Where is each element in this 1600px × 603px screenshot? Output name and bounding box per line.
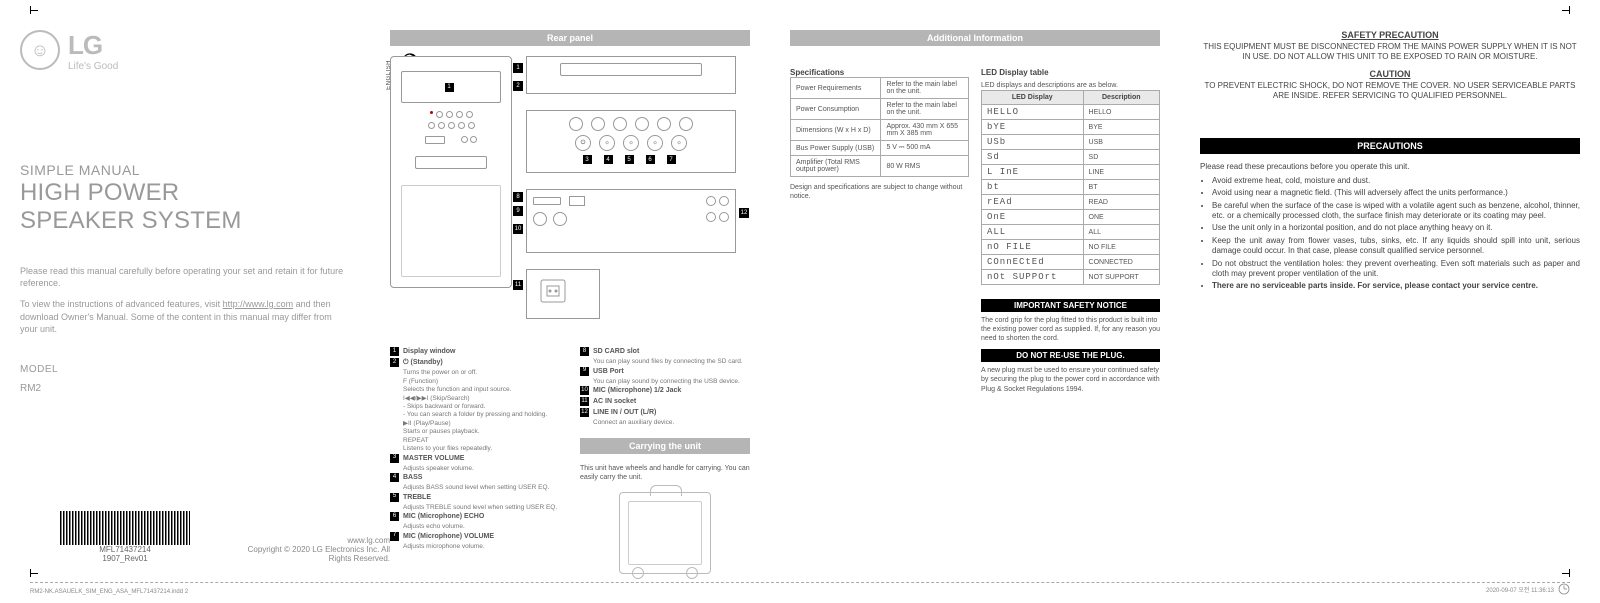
barcode-num: MFL71437214 — [60, 545, 190, 554]
list-item-bold: There are no serviceable parts inside. F… — [1212, 281, 1580, 291]
list-item: Do not obstruct the ventilation holes: t… — [1212, 259, 1580, 280]
addl-header: Additional Information — [790, 30, 1160, 46]
reuse-text: A new plug must be used to ensure your c… — [981, 366, 1160, 393]
table-row: rEAdREAD — [982, 195, 1160, 210]
table-row: COnnECtEdCONNECTED — [982, 255, 1160, 270]
table-row: nO FILENO FILE — [982, 240, 1160, 255]
spec-table: Power RequirementsRefer to the main labe… — [790, 77, 969, 177]
legend-item: 5TREBLE — [390, 493, 560, 502]
table-row: Dimensions (W x H x D)Approx. 430 mm X 6… — [791, 120, 969, 141]
title-line2: SPEAKER SYSTEM — [20, 208, 350, 234]
legend-item: 3MASTER VOLUME — [390, 454, 560, 463]
precautions-title: PRECAUTIONS — [1200, 138, 1580, 154]
legend-sub: ▶II (Play/Pause) — [403, 420, 560, 428]
legend-sub: Starts or pauses playback. — [403, 428, 560, 436]
spec-note: Design and specifications are subject to… — [790, 183, 969, 201]
legend-sub: Listens to your files repeatedly. — [403, 445, 560, 453]
legend-item: 10MIC (Microphone) 1/2 Jack — [580, 386, 750, 395]
legend-sub: Adjusts BASS sound level when setting US… — [403, 484, 560, 492]
model-label: MODEL — [20, 364, 350, 375]
legend-sub: Adjusts speaker volume. — [403, 465, 560, 473]
legend-sub: REPEAT — [403, 437, 560, 445]
legend-item: 2⏻ (Standby) — [390, 358, 560, 367]
legend-sub: Adjusts TREBLE sound level when setting … — [403, 504, 560, 512]
led-table: LED DisplayDescriptionHELLOHELLObYEBYEUS… — [981, 90, 1160, 285]
list-item: Be careful when the surface of the case … — [1212, 201, 1580, 222]
precautions-list: Please read these precautions before you… — [1200, 162, 1580, 291]
list-item: Keep the unit away from flower vases, tu… — [1212, 236, 1580, 257]
table-row: Amplifier (Total RMS output power)80 W R… — [791, 156, 969, 177]
carry-text: This unit have wheels and handle for car… — [580, 464, 750, 482]
legend-sub: Selects the function and input source. — [403, 386, 560, 394]
footer-right: 2020-09-07 오전 11:36:13 — [1486, 583, 1570, 595]
device-illustration: 1 — [390, 56, 512, 288]
legend-item: 6MIC (Microphone) ECHO — [390, 512, 560, 521]
callout-area: 1 2 ⏻ ☼ ☼ ☼ ☼ 34567 — [526, 56, 736, 335]
barcode-rev: 1907_Rev01 — [60, 554, 190, 563]
led-sub: LED displays and descriptions are as bel… — [981, 81, 1160, 90]
table-row: USbUSB — [982, 135, 1160, 150]
reuse-hdr: DO NOT RE-USE THE PLUG. — [981, 349, 1160, 362]
intro-p2: To view the instructions of advanced fea… — [20, 298, 350, 336]
rear-panel-header: Rear panel — [390, 30, 750, 46]
table-row: bYEBYE — [982, 120, 1160, 135]
legend-sub: Connect an auxiliary device. — [593, 419, 750, 427]
list-item: Use the unit only in a horizontal positi… — [1212, 223, 1580, 233]
led-title: LED Display table — [981, 64, 1160, 77]
safety-notice-hdr: IMPORTANT SAFETY NOTICE — [981, 299, 1160, 312]
table-row: ALLALL — [982, 225, 1160, 240]
legend-item: 12LINE IN / OUT (L/R) — [580, 408, 750, 417]
legend-sub: You can play sound files by connecting t… — [593, 358, 750, 366]
legend-item: 11AC IN socket — [580, 397, 750, 406]
legend-sub: Adjusts echo volume. — [403, 523, 560, 531]
table-row: SdSD — [982, 150, 1160, 165]
safety-text: THIS EQUIPMENT MUST BE DISCONNECTED FROM… — [1200, 42, 1580, 61]
table-row: Power RequirementsRefer to the main labe… — [791, 78, 969, 99]
clock-icon — [1558, 583, 1570, 595]
legend-sub: F (Function) — [403, 378, 560, 386]
title-line1: HIGH POWER — [20, 180, 350, 206]
legend-sub: - You can search a folder by pressing an… — [403, 411, 560, 419]
footer-left: RM2-NK.ASAUELK_SIM_ENG_ASA_MFL71437214.i… — [30, 589, 188, 595]
table-row: L InELINE — [982, 165, 1160, 180]
simple-label: SIMPLE MANUAL — [20, 162, 350, 178]
legend-item: 7MIC (Microphone) VOLUME — [390, 532, 560, 541]
legend-item: 1Display window — [390, 347, 560, 356]
legend-item: 8SD CARD slot — [580, 347, 750, 356]
lg-logo: ☺ LG Life's Good — [20, 30, 350, 72]
list-item: Avoid extreme heat, cold, moisture and d… — [1212, 176, 1580, 186]
legend-sub: Turns the power on or off. — [403, 369, 560, 377]
table-row: nOt SUPPOrtNOT SUPPORT — [982, 270, 1160, 285]
legend-sub: You can play sound by connecting the USB… — [593, 378, 750, 386]
table-row: Bus Power Supply (USB)5 V ⎓ 500 mA — [791, 141, 969, 156]
legend-sub: Adjusts microphone volume. — [403, 543, 560, 551]
model-value: RM2 — [20, 383, 350, 394]
safety-notice-text: The cord grip for the plug fitted to thi… — [981, 316, 1160, 343]
lg-link[interactable]: http://www.lg.com — [223, 299, 294, 309]
brand-tagline: Life's Good — [68, 61, 118, 72]
intro-p1: Please read this manual carefully before… — [20, 265, 350, 290]
legend-item: 9USB Port — [580, 367, 750, 376]
carry-header: Carrying the unit — [580, 438, 750, 454]
list-item: Avoid using near a magnetic field. (This… — [1212, 188, 1580, 198]
caution-title: CAUTION — [1200, 69, 1580, 79]
table-row: Power ConsumptionRefer to the main label… — [791, 99, 969, 120]
table-row: btBT — [982, 180, 1160, 195]
site-url: www.lg.com — [230, 536, 390, 545]
legend-item: 4BASS — [390, 473, 560, 482]
legend-left: 1Display window 2⏻ (Standby) Turns the pow… — [390, 347, 560, 574]
safety-title: SAFETY PRECAUTION — [1200, 30, 1580, 40]
carry-illustration — [619, 492, 711, 574]
table-row: OnEONE — [982, 210, 1160, 225]
caution-text: TO PREVENT ELECTRIC SHOCK, DO NOT REMOVE… — [1200, 81, 1580, 100]
legend-sub: I◀◀/▶▶I (Skip/Search) — [403, 395, 560, 403]
barcode-area: MFL71437214 1907_Rev01 — [60, 511, 190, 563]
legend-right-col: 8SD CARD slot You can play sound files by… — [580, 335, 750, 574]
legend-sub: - Skips backward or forward. — [403, 403, 560, 411]
barcode-icon — [60, 511, 190, 545]
table-row: HELLOHELLO — [982, 105, 1160, 120]
brand-name: LG — [68, 30, 118, 61]
spec-title: Specifications — [790, 64, 969, 77]
copyright: Copyright © 2020 LG Electronics Inc. All… — [230, 545, 390, 563]
